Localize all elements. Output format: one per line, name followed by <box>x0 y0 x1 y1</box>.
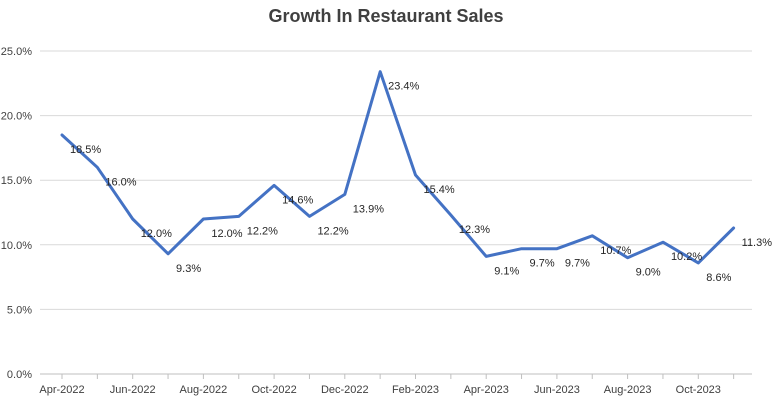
data-label: 12.0% <box>211 228 242 240</box>
y-tick-label: 15.0% <box>1 175 32 187</box>
data-label: 12.2% <box>317 225 348 237</box>
data-label: 10.7% <box>600 245 631 257</box>
x-tick-label: Oct-2022 <box>251 384 296 396</box>
data-label: 9.7% <box>530 258 555 270</box>
series-line <box>60 70 736 265</box>
data-label: 9.0% <box>636 267 661 279</box>
x-tick-label: Aug-2023 <box>604 384 652 396</box>
x-tick-label: Jun-2022 <box>110 384 156 396</box>
data-label: 23.4% <box>388 81 419 93</box>
x-axis: Apr-2022 Jun-2022 Aug-2022 Oct-2022 Dec-2022… <box>39 373 752 396</box>
series-line-layer <box>60 70 736 265</box>
y-tick-label: 0.0% <box>7 369 32 381</box>
y-tick-label: 5.0% <box>7 304 32 316</box>
data-label: 9.1% <box>494 265 519 277</box>
x-tick-label: Apr-2022 <box>39 384 84 396</box>
x-tick-label: Jun-2023 <box>534 384 580 396</box>
data-label: 12.3% <box>459 224 490 236</box>
y-tick-label: 25.0% <box>1 46 32 58</box>
data-label: 10.2% <box>671 251 702 263</box>
y-tick-label: 10.0% <box>1 240 32 252</box>
x-tick-label: Oct-2023 <box>676 384 721 396</box>
x-tick-label: Dec-2022 <box>321 384 369 396</box>
data-label: 12.0% <box>141 228 172 240</box>
x-tick-label: Aug-2022 <box>180 384 228 396</box>
data-label: 14.6% <box>282 194 313 206</box>
data-label: 13.9% <box>353 203 384 215</box>
x-tick-label: Apr-2023 <box>464 384 509 396</box>
data-label: 9.7% <box>565 258 590 270</box>
y-tick-label: 20.0% <box>1 111 32 123</box>
data-label: 18.5% <box>70 144 101 156</box>
x-tick-label: Feb-2023 <box>392 384 439 396</box>
data-label: 15.4% <box>424 184 455 196</box>
data-label: 8.6% <box>706 272 731 284</box>
data-label: 11.3% <box>742 237 773 249</box>
y-axis-tick-labels: 0.0% 5.0% 10.0% 15.0% 20.0% 25.0% <box>1 46 32 381</box>
data-label: 16.0% <box>105 176 136 188</box>
data-label: 9.3% <box>176 263 201 275</box>
data-labels: 18.5% 16.0% 12.0% 9.3% 12.0% 12.2% 14.6% 12.2% 1… <box>70 81 772 284</box>
data-label: 12.2% <box>247 225 278 237</box>
chart-title: Growth In Restaurant Sales <box>268 6 503 26</box>
